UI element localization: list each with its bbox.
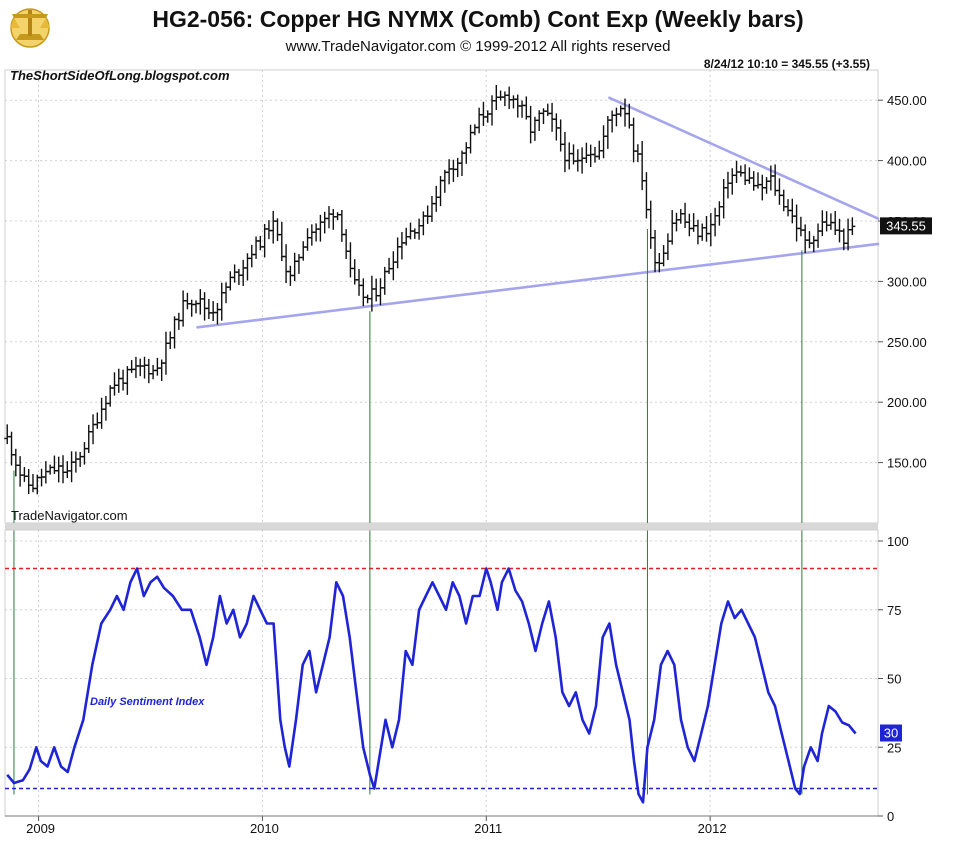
x-tick-label: 2012 <box>698 821 727 836</box>
panel-separator <box>5 523 878 530</box>
dsi-label: Daily Sentiment Index <box>90 696 205 708</box>
x-tick-label: 2009 <box>26 821 55 836</box>
dsi-tick-label: 25 <box>887 740 901 755</box>
price-tick-label: 400.00 <box>887 154 927 169</box>
year-grid <box>38 70 711 816</box>
x-axis: 2009 2010 2011 2012 <box>5 815 878 836</box>
dsi-series-line <box>6 567 857 804</box>
dsi-tick-label: 50 <box>887 672 901 687</box>
dsi-tick-label: 0 <box>887 809 894 824</box>
chart-title: HG2-056: Copper HG NYMX (Comb) Cont Exp … <box>152 6 803 32</box>
price-axis: 450.00400.00350.00300.00250.00200.00150.… <box>878 93 927 471</box>
trade-navigator-logo-icon <box>10 8 50 48</box>
watermark-label: TradeNavigator.com <box>11 508 128 523</box>
trendlines <box>196 96 880 329</box>
price-tick-label: 300.00 <box>887 274 927 289</box>
dsi-thresholds <box>5 567 878 790</box>
trendline <box>196 242 880 329</box>
price-last-value-tag: 345.55 <box>880 217 932 235</box>
trendline <box>608 96 880 220</box>
dsi-last-value-tag: 30 <box>880 724 902 742</box>
x-tick-label: 2011 <box>474 821 502 836</box>
price-readout: 8/24/12 10:10 = 345.55 (+3.55) <box>704 57 870 71</box>
price-last-value: 345.55 <box>886 218 926 233</box>
price-bar <box>849 217 856 236</box>
x-tick-label: 2010 <box>250 821 279 836</box>
copyright-line: www.TradeNavigator.com © 1999-2012 All r… <box>285 38 671 55</box>
price-tick-label: 200.00 <box>887 395 927 410</box>
dsi-tick-label: 100 <box>887 534 909 549</box>
source-label: TheShortSideOfLong.blogspot.com <box>10 68 230 83</box>
dsi-last-value: 30 <box>884 726 898 741</box>
price-tick-label: 450.00 <box>887 93 927 108</box>
price-tick-label: 150.00 <box>887 456 927 471</box>
price-bars <box>4 85 856 495</box>
price-tick-label: 250.00 <box>887 335 927 350</box>
price-grid <box>5 99 878 464</box>
dsi-tick-label: 75 <box>887 603 901 618</box>
dsi-axis: 100 75 50 25 0 <box>878 534 909 824</box>
